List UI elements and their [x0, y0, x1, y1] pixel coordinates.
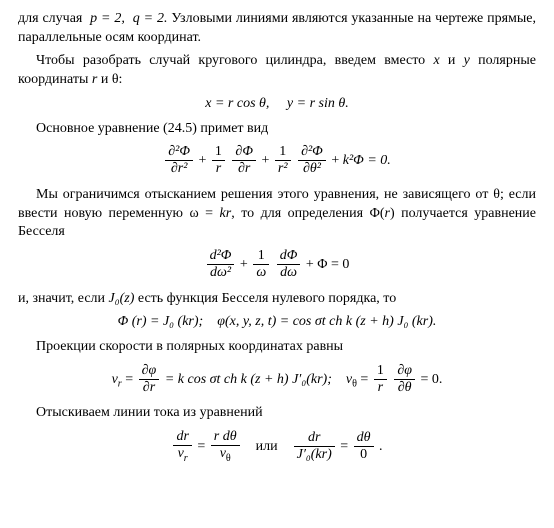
eq-5: vr = ∂φ∂r = k cos σt ch k (z + h) J′₀(kr… [18, 363, 536, 396]
eq-3: d²Φdω² + 1ω dΦdω + Φ = 0 [18, 248, 536, 281]
eq2-t2: 1r [212, 144, 225, 177]
eq5-f2d: r [374, 380, 387, 397]
p2b: и [440, 53, 464, 68]
eq5-f1d: ∂r [139, 380, 160, 397]
eq2-t1: ∂²Φ∂r² [165, 144, 193, 177]
eq6-dot: . [379, 439, 383, 454]
eq2-t1d: ∂r² [165, 161, 193, 178]
eq6-f1d-s: r [184, 453, 188, 464]
para-6: Проекции скорости в полярных координатах… [18, 338, 536, 357]
eq-4: Φ (r) = J₀ (kr); φ(x, y, z, t) = cos σt … [18, 314, 536, 330]
para-3: Основное уравнение (24.5) примет вид [18, 120, 536, 139]
eq5-f3n: ∂φ [394, 363, 415, 379]
para-5: и, значит, если J₀(z) есть функция Бессе… [18, 290, 536, 309]
eq3-t2: 1ω [253, 248, 269, 281]
eq6-f3d: J′₀(kr) [294, 447, 335, 464]
p2-th: θ: [112, 72, 123, 87]
eq2-t2d: r [212, 161, 225, 178]
eq6-f3n: dr [294, 430, 335, 446]
eq5-f1: ∂φ∂r [139, 363, 160, 396]
para-2: Чтобы разобрать случай кругового цилиндр… [18, 52, 536, 90]
eq2-k: k²Φ = 0. [343, 153, 391, 168]
p1-math: p = 2, q = 2. [90, 11, 167, 26]
eq3-t2d: ω [253, 265, 269, 282]
para-7: Отыскиваем линии тока из уравнений [18, 404, 536, 423]
eq6-f3: drJ′₀(kr) [294, 430, 335, 463]
eq2-t2n: 1 [212, 144, 225, 160]
eq5-mid: = k cos σt ch k (z + h) J′₀(kr); [165, 372, 332, 387]
eq2-t3: ∂Φ∂r [232, 144, 256, 177]
eq6-f4: dθ0 [354, 430, 374, 463]
eq2-t4d: r² [275, 161, 291, 178]
eq6-f1n: dr [173, 429, 191, 445]
eq3-t1: d²Φdω² [207, 248, 235, 281]
p5-text: и, значит, если [18, 291, 109, 306]
eq-6: drvr = r dθvθ или drJ′₀(kr) = dθ0 . [18, 429, 536, 464]
p1-text: для случая [18, 11, 90, 26]
p5b: есть функция Бесселя нулевого порядка, т… [134, 291, 396, 306]
eq2-t5d: ∂θ² [298, 161, 326, 178]
eq5-f3: ∂φ∂θ [394, 363, 415, 396]
eq2-t5: ∂²Φ∂θ² [298, 144, 326, 177]
p7-text: Отыскиваем линии тока из уравнений [36, 405, 263, 420]
eq3-t3: dΦdω [277, 248, 301, 281]
eq2-t4: 1r² [275, 144, 291, 177]
eq6-or: или [256, 439, 278, 454]
p5-j: J₀(z) [109, 291, 135, 306]
eq-2: ∂²Φ∂r² + 1r ∂Φ∂r + 1r² ∂²Φ∂θ² + k²Φ = 0. [18, 144, 536, 177]
eq6-f2d: vθ [211, 446, 240, 465]
eq6-f4d: 0 [354, 447, 374, 464]
para-4: Мы ограничимся отысканием решения этого … [18, 186, 536, 243]
eq2-t5n: ∂²Φ [298, 144, 326, 160]
eq2-t3d: ∂r [232, 161, 256, 178]
eq6-f1: drvr [173, 429, 191, 464]
eq5-f3d: ∂θ [394, 380, 415, 397]
eq4-b: φ(x, y, z, t) = cos σt ch k (z + h) J₀ (… [217, 314, 436, 329]
eq6-f2n: r dθ [211, 429, 240, 445]
eq3-t2n: 1 [253, 248, 269, 264]
eq3-t1d: dω² [207, 265, 235, 282]
p4b: , то для определения Φ( [231, 206, 384, 221]
eq5-f2n: 1 [374, 363, 387, 379]
p4-kr: kr [220, 206, 232, 221]
eq2-t1n: ∂²Φ [165, 144, 193, 160]
eq1-b: y = r sin θ. [287, 96, 349, 111]
p2-text: Чтобы разобрать случай кругового цилиндр… [36, 53, 433, 68]
eq4-a: Φ (r) = J₀ (kr); [118, 314, 204, 329]
eq5-f2: 1r [374, 363, 387, 396]
eq2-t4n: 1 [275, 144, 291, 160]
p6-text: Проекции скорости в полярных координатах… [36, 339, 343, 354]
p2d: и [97, 72, 112, 87]
eq1-a: x = r cos θ, [205, 96, 269, 111]
para-1: для случая p = 2, q = 2. Узловыми линиям… [18, 10, 536, 48]
eq3-t1n: d²Φ [207, 248, 235, 264]
eq5-f1n: ∂φ [139, 363, 160, 379]
eq3-t3n: dΦ [277, 248, 301, 264]
eq3-end: Φ = 0 [317, 257, 349, 272]
eq6-f1d: vr [173, 446, 191, 465]
eq2-t3n: ∂Φ [232, 144, 256, 160]
eq6-f2d-s: θ [226, 453, 231, 464]
eq6-f4n: dθ [354, 430, 374, 446]
eq5-vthsub: θ [352, 379, 357, 390]
eq5-vrsub: r [118, 379, 122, 390]
eq3-t3d: dω [277, 265, 301, 282]
eq6-f2: r dθvθ [211, 429, 240, 464]
eq5-end: = 0. [421, 372, 443, 387]
eq-1: x = r cos θ, y = r sin θ. [18, 96, 536, 112]
p3-text: Основное уравнение (24.5) примет вид [36, 121, 268, 136]
